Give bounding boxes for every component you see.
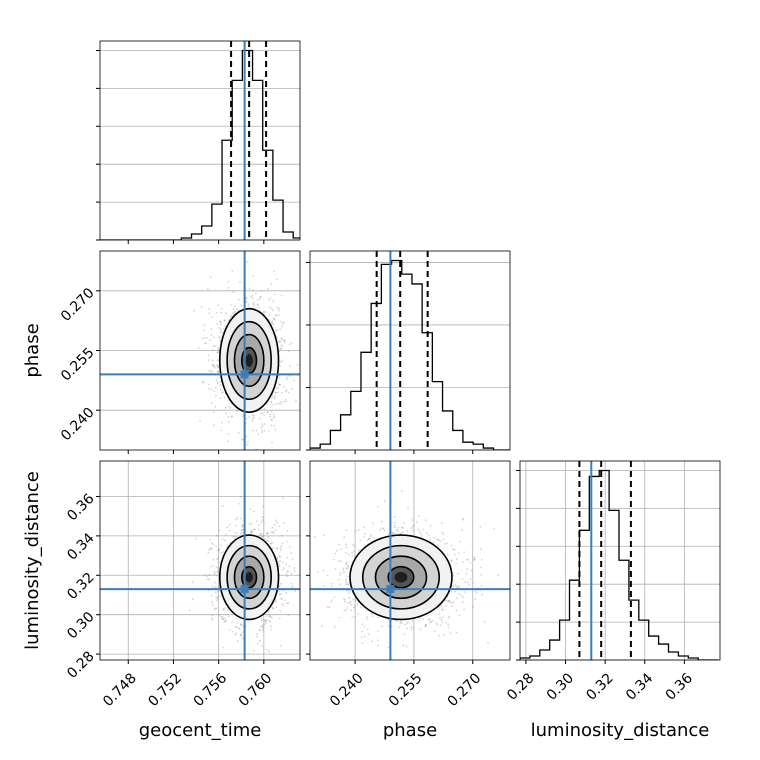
x-tick-label: 0.760: [236, 670, 276, 710]
panel-content: [520, 461, 719, 660]
contour-line: [233, 333, 265, 388]
axes-frame: [99, 460, 301, 661]
panel-2: [306, 250, 511, 454]
x-tick-label: 0.756: [191, 670, 231, 710]
y-tick-label: 0.34: [64, 530, 97, 563]
contour-line: [361, 544, 441, 610]
injection-marker: [386, 585, 395, 594]
axes-frame: [309, 460, 511, 661]
density-level: [245, 571, 253, 583]
histogram-step: [310, 259, 510, 450]
contour-line: [226, 544, 272, 610]
density-level: [394, 571, 408, 583]
y-tick-label: 0.32: [64, 570, 97, 603]
panel-4: 0.240 0.255 0.270 phase: [306, 460, 511, 741]
x-tick-label: 0.748: [100, 670, 140, 710]
panel-5: 0.28 0.30 0.32 0.34 0.36 luminosity_distance: [504, 460, 721, 741]
y-tick-label: 0.36: [64, 491, 97, 524]
x-axis-label: geocent_time: [139, 720, 262, 741]
panel-content: [310, 461, 510, 660]
axes-frame: [99, 40, 301, 241]
contour-line: [241, 565, 258, 589]
x-tick-label: 0.752: [145, 670, 185, 710]
y-tick-label: 0.270: [58, 285, 98, 325]
contour-line: [218, 534, 280, 621]
x-tick-label: 0.270: [445, 670, 485, 710]
x-tick-label: 0.255: [386, 670, 426, 710]
contour-line: [218, 307, 280, 413]
contour-line: [387, 565, 415, 589]
y-tick-label: 0.240: [58, 405, 98, 445]
panel-content: [100, 41, 300, 240]
x-tick-label: 0.28: [504, 670, 537, 703]
y-tick-label: 0.255: [58, 345, 98, 385]
x-tick-label: 0.32: [583, 670, 616, 703]
panel-content: [100, 461, 300, 660]
y-axis-label: phase: [22, 323, 43, 377]
x-tick-label: 0.240: [327, 670, 367, 710]
panel-3: 0.748 0.752 0.756 0.760 0.28 0.30 0.32 0.34 0.36…: [22, 460, 301, 741]
histogram-step: [100, 49, 300, 240]
x-axis-label: luminosity_distance: [531, 720, 710, 741]
contour-line: [233, 555, 265, 600]
x-tick-label: 0.34: [623, 670, 656, 703]
y-axis-label: luminosity_distance: [22, 471, 43, 650]
panel-1: 0.240 0.255 0.270 phase: [22, 250, 301, 454]
density-level: [245, 353, 253, 367]
contour-line: [374, 555, 428, 600]
histogram-step: [520, 469, 719, 660]
panel-content: [100, 251, 300, 450]
axes-frame: [519, 460, 721, 661]
injection-marker: [240, 585, 249, 594]
panel-0: [96, 40, 301, 244]
contour-line: [349, 534, 453, 621]
x-tick-label: 0.36: [663, 670, 696, 703]
panel-content: [310, 251, 510, 450]
y-tick-label: 0.30: [64, 609, 97, 642]
axes-frame: [309, 250, 511, 451]
x-tick-label: 0.30: [544, 670, 577, 703]
contour-line: [226, 320, 272, 401]
y-tick-label: 0.28: [64, 648, 97, 681]
x-axis-label: phase: [383, 720, 437, 741]
injection-marker: [240, 370, 249, 379]
